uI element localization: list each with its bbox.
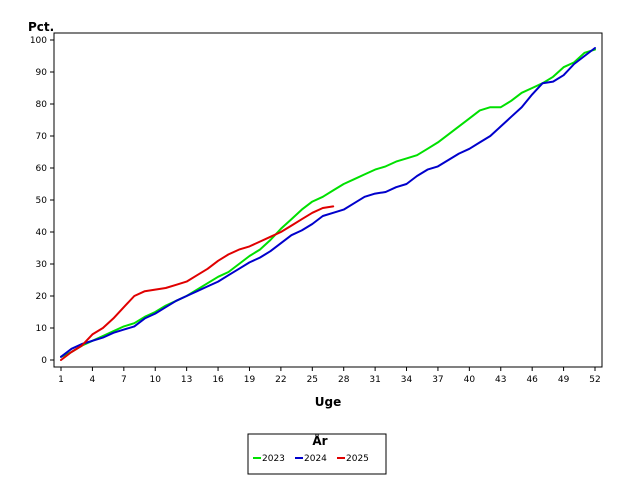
y-tick-label: 0 xyxy=(41,356,47,366)
x-tick-label: 16 xyxy=(212,375,224,385)
legend-title: År xyxy=(312,433,327,448)
y-tick-label: 50 xyxy=(36,196,48,206)
x-tick-label: 34 xyxy=(401,375,413,385)
legend-label-2023: 2023 xyxy=(262,454,285,464)
y-tick-label: 10 xyxy=(36,324,48,334)
y-tick-label: 30 xyxy=(36,260,48,270)
x-tick-label: 43 xyxy=(495,375,506,385)
y-axis-title: Pct. xyxy=(28,20,54,34)
y-tick-label: 40 xyxy=(36,228,48,238)
x-tick-label: 19 xyxy=(244,375,256,385)
x-tick-label: 22 xyxy=(275,375,286,385)
legend-entries: 2023 2024 2025 xyxy=(253,454,369,464)
x-tick-label: 40 xyxy=(464,375,476,385)
series-line-2024 xyxy=(60,47,596,358)
x-tick-label: 10 xyxy=(150,375,162,385)
y-tick-label: 90 xyxy=(36,68,48,78)
x-tick-label: 28 xyxy=(338,375,350,385)
series-line-2025 xyxy=(60,205,335,361)
y-tick-label: 80 xyxy=(36,100,48,110)
x-tick-label: 4 xyxy=(90,375,96,385)
y-tick-label: 70 xyxy=(36,132,48,142)
legend: År 2023 2024 2025 xyxy=(247,433,387,475)
y-tick-label: 100 xyxy=(30,36,47,46)
legend-label-2025: 2025 xyxy=(346,454,369,464)
x-tick-label: 46 xyxy=(526,375,538,385)
x-axis-ticks: 1 4 7 10 13 16 19 22 25 28 31 34 37 40 43 46 49 52 xyxy=(58,367,601,385)
x-tick-label: 52 xyxy=(589,375,600,385)
series-lines xyxy=(60,47,596,361)
plot-area xyxy=(53,32,603,368)
y-axis-ticks: 0 10 20 30 40 50 60 70 80 90 100 xyxy=(30,36,54,366)
x-tick-label: 13 xyxy=(181,375,192,385)
x-tick-label: 37 xyxy=(432,375,443,385)
x-tick-label: 49 xyxy=(558,375,570,385)
x-tick-label: 25 xyxy=(307,375,318,385)
x-tick-label: 7 xyxy=(121,375,127,385)
legend-box xyxy=(247,433,387,475)
x-tick-label: 31 xyxy=(369,375,380,385)
x-tick-label: 1 xyxy=(58,375,64,385)
legend-label-2024: 2024 xyxy=(304,454,327,464)
x-axis-title: Uge xyxy=(315,395,341,409)
series-line-2023 xyxy=(60,48,596,358)
y-tick-label: 60 xyxy=(36,164,48,174)
y-tick-label: 20 xyxy=(36,292,48,302)
